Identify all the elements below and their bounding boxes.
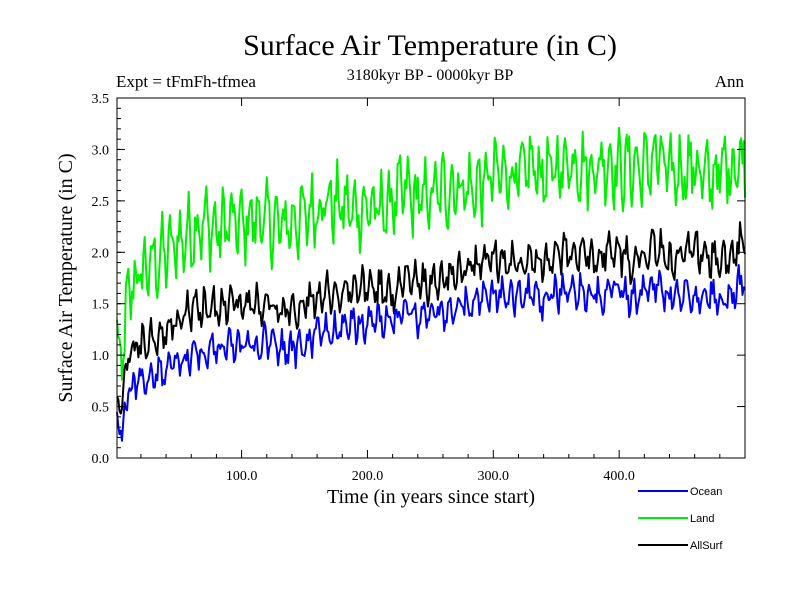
x-tick-label: 200.0	[352, 469, 384, 484]
y-tick-label: 1.0	[92, 349, 110, 364]
y-tick-label: 0.0	[92, 452, 110, 467]
legend-label-allsurf: AllSurf	[690, 540, 723, 552]
legend-label-ocean: Ocean	[690, 486, 722, 498]
y-axis-label: Surface Air Temperature (in C)	[55, 153, 77, 402]
y-tick-label: 2.0	[92, 246, 110, 261]
legend-label-land: Land	[690, 513, 714, 525]
axes-layer: 0.0 0.5 1.0 1.5 2.0 2.5 3.0 3.5 100.0 200.0 300.0 4…	[92, 92, 745, 484]
y-tick-label: 3.5	[92, 92, 110, 107]
y-tick-label: 1.5	[92, 298, 110, 313]
chart-title: Surface Air Temperature (in C)	[243, 29, 617, 62]
season-label: Ann	[715, 72, 745, 91]
y-tick-label: 3.0	[92, 143, 110, 158]
x-axis-label: Time (in years since start)	[327, 486, 535, 508]
series-line-ocean	[116, 264, 746, 442]
series-line-allsurf	[116, 221, 746, 415]
experiment-label: Expt = tFmFh-tfmea	[116, 72, 256, 91]
x-tick-label: 300.0	[478, 469, 510, 484]
y-tick-label: 0.5	[92, 401, 110, 416]
x-tick-label: 400.0	[603, 469, 635, 484]
series-line-land	[116, 126, 746, 381]
series-layer	[116, 126, 746, 442]
y-tick-label: 2.5	[92, 195, 110, 210]
x-tick-label: 100.0	[226, 469, 258, 484]
legend: Ocean Land AllSurf	[638, 486, 723, 552]
plot-frame	[116, 97, 746, 459]
period-label: 3180kyr BP - 0000kyr BP	[347, 67, 514, 84]
